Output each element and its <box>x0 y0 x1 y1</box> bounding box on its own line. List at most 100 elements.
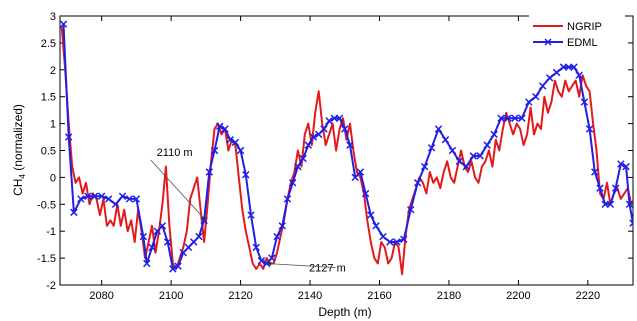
x-tick-label: 2180 <box>437 290 461 302</box>
series-marker-edml <box>84 192 92 200</box>
series-marker-edml <box>462 162 471 171</box>
x-tick-label: 2100 <box>159 290 183 302</box>
x-tick-label: 2220 <box>576 290 600 302</box>
y-tick-label: 3 <box>50 11 56 23</box>
x-tick-label: 2160 <box>367 290 391 302</box>
series-marker-edml <box>606 200 615 209</box>
series-marker-edml <box>625 200 633 209</box>
y-tick-label: -0.5 <box>37 199 56 211</box>
y-axis-label-rest: (normalized) <box>11 104 25 174</box>
series-marker-edml <box>273 232 281 241</box>
series-marker-edml <box>538 82 547 90</box>
series-marker-edml <box>64 133 73 141</box>
y-tick-label: -1.5 <box>37 253 56 265</box>
series-marker-edml <box>596 184 604 192</box>
legend-marker-edml <box>544 38 552 46</box>
series-marker-edml <box>278 222 286 230</box>
series-marker-edml <box>195 232 203 241</box>
series-marker-edml <box>252 243 260 252</box>
legend-box <box>529 15 625 55</box>
series-marker-edml <box>511 114 519 122</box>
series-marker-edml <box>341 125 349 133</box>
y-tick-label: 0 <box>50 172 56 184</box>
series-line-ngrip <box>60 26 633 276</box>
series-marker-edml <box>400 235 408 244</box>
series-marker-edml <box>497 114 505 122</box>
y-axis-label: CH4 (normalized) <box>11 104 27 196</box>
annotation-layer: 2110 m 2127 m <box>150 147 346 275</box>
y-axis-label-main: CH <box>11 179 25 196</box>
series-marker-edml <box>169 265 177 273</box>
annotation-label: 2110 m <box>157 147 193 159</box>
x-tick-label: 2080 <box>89 290 113 302</box>
series-marker-edml <box>231 138 240 147</box>
y-tick-label: 1 <box>50 119 56 131</box>
series-marker-edml <box>299 154 307 163</box>
series-marker-edml <box>210 146 219 155</box>
y-tick-label: 2 <box>50 65 56 77</box>
series-marker-edml <box>504 114 512 122</box>
series-marker-edml <box>434 125 443 133</box>
axes: 2080 2100 2120 2140 2160 2180 2200 2220 -2 -1.5 -1… <box>37 11 634 302</box>
series-marker-edml <box>580 98 589 106</box>
series-marker-edml <box>309 133 318 141</box>
series-marker-edml <box>545 74 554 82</box>
series-marker-edml <box>552 68 561 77</box>
series-marker-edml <box>367 211 375 219</box>
series-marker-edml <box>361 189 370 198</box>
series-marker-edml <box>174 262 182 270</box>
series-marker-edml <box>356 168 365 176</box>
series-marker-edml <box>427 144 436 152</box>
series-marker-edml <box>320 125 328 133</box>
series-marker-edml <box>247 211 255 219</box>
series-marker-edml <box>125 195 134 203</box>
x-tick-label: 2200 <box>506 290 530 302</box>
series-marker-edml <box>372 222 380 230</box>
y-tick-label: -1 <box>46 226 56 238</box>
series-marker-edml <box>132 195 141 203</box>
x-tick-label: 2120 <box>228 290 252 302</box>
series-layer <box>60 20 633 276</box>
legend-label-edml: EDML <box>567 37 598 49</box>
series-marker-edml <box>611 184 620 192</box>
series-marker-edml <box>346 141 354 149</box>
series-marker-edml <box>118 192 127 200</box>
series-marker-edml <box>143 259 151 268</box>
series-marker-edml <box>158 222 167 230</box>
y-tick-label: 2.5 <box>41 38 56 50</box>
series-marker-edml <box>304 141 313 149</box>
series-marker-edml <box>294 162 302 171</box>
annotation-arrow <box>150 159 207 221</box>
annotation-arrow <box>266 263 336 268</box>
series-marker-edml <box>420 162 429 171</box>
series-marker-edml <box>257 257 266 265</box>
series-marker-edml <box>111 200 120 209</box>
series-marker-edml <box>60 20 68 28</box>
series-marker-edml <box>490 130 498 139</box>
annotation-arrowhead <box>201 215 206 221</box>
legend: NGRIP EDML <box>529 15 625 55</box>
series-marker-edml <box>379 232 387 241</box>
legend-label-ngrip: NGRIP <box>567 21 602 33</box>
series-marker-edml <box>629 219 633 227</box>
series-marker-edml <box>139 232 148 241</box>
series-marker-edml <box>483 141 491 149</box>
series-marker-edml <box>242 170 250 179</box>
series-marker-edml <box>216 122 224 131</box>
series-marker-edml <box>413 179 422 187</box>
series-marker-edml <box>393 238 401 246</box>
x-axis-label: Depth (m) <box>318 305 371 319</box>
series-marker-edml <box>525 98 533 106</box>
series-marker-edml <box>617 160 625 168</box>
series-marker-edml <box>77 195 85 203</box>
series-marker-edml <box>268 254 276 262</box>
annotation-label: 2127 m <box>309 263 346 275</box>
series-marker-edml <box>335 114 344 122</box>
series-marker-edml <box>575 71 583 79</box>
series-marker-edml <box>441 136 450 144</box>
series-marker-edml <box>221 125 229 133</box>
series-marker-edml <box>148 243 156 252</box>
series-marker-edml <box>386 238 394 246</box>
series-marker-edml <box>518 114 526 122</box>
